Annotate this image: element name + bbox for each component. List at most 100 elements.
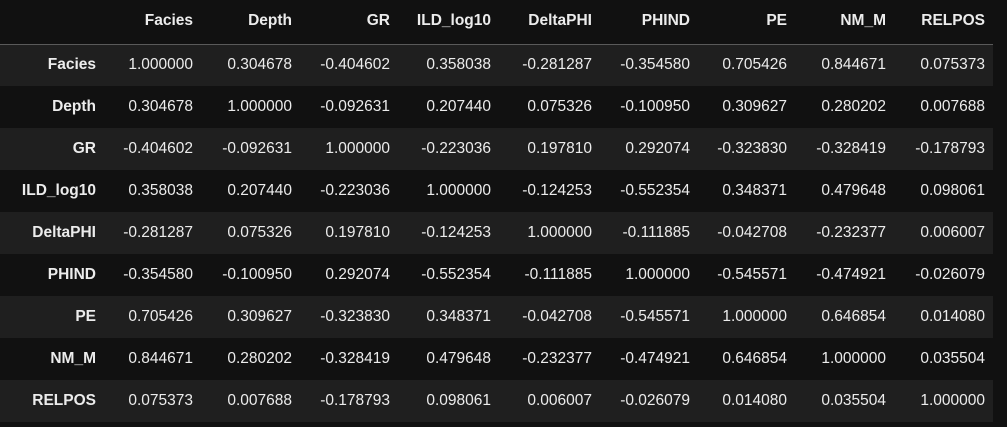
table-cell: -0.354580 (620, 56, 690, 74)
column-header: Facies (104, 0, 201, 45)
table-cell: -0.100950 (222, 266, 292, 283)
table-cell: -0.281287 (522, 56, 592, 74)
table-cell: 0.646854 (722, 350, 787, 367)
table-cell: 0.479648 (821, 182, 886, 199)
table-cell: -0.026079 (620, 392, 690, 409)
table-body: Facies 1.000000 0.304678 -0.404602 0.358038 -… (0, 44, 993, 422)
table-cell: 0.479648 (426, 350, 491, 367)
table-cell: -0.545571 (620, 308, 690, 325)
table-row: GR -0.404602 -0.092631 1.000000 -0.223036 0.1… (0, 128, 993, 170)
column-header: DeltaPHI (499, 0, 600, 45)
table-row: PE 0.705426 0.309627 -0.323830 0.348371 -0.04… (0, 296, 993, 338)
column-header: ILD_log10 (398, 0, 499, 45)
table-cell: -0.552354 (620, 182, 690, 199)
table-cell: 1.000000 (128, 56, 193, 74)
table-cell: 0.358038 (128, 182, 193, 199)
table-cell: 0.292074 (325, 266, 390, 283)
table-cell: -0.178793 (915, 140, 985, 157)
column-header: NM_M (795, 0, 894, 45)
table-cell: -0.111885 (524, 266, 592, 283)
table-cell: -0.281287 (123, 224, 193, 241)
table-cell: -0.474921 (816, 266, 886, 283)
row-header: NM_M (50, 350, 96, 367)
table-cell: 1.000000 (920, 392, 985, 409)
table-cell: 0.844671 (821, 56, 886, 74)
row-header: ILD_log10 (21, 182, 96, 199)
table-cell: 0.304678 (128, 98, 193, 115)
table-cell: -0.092631 (320, 98, 390, 115)
table-cell: -0.223036 (320, 182, 390, 199)
table-cell: 0.006007 (920, 224, 985, 241)
table-cell: 1.000000 (325, 140, 390, 157)
table-cell: 0.007688 (920, 98, 985, 115)
column-header: Depth (201, 0, 300, 45)
row-header: RELPOS (32, 392, 96, 409)
table-cell: 0.309627 (722, 98, 787, 115)
table-cell: 0.197810 (325, 224, 390, 241)
column-header: PE (698, 0, 795, 45)
table-cell: -0.232377 (816, 224, 886, 241)
table-cell: -0.404602 (320, 56, 390, 74)
table-row: RELPOS 0.075373 0.007688 -0.178793 0.098061 0… (0, 380, 993, 422)
table-cell: 0.348371 (722, 182, 787, 199)
table-cell: -0.328419 (816, 140, 886, 157)
table-cell: 0.075326 (527, 98, 592, 115)
table-cell: 1.000000 (227, 98, 292, 115)
table-cell: 0.098061 (920, 182, 985, 199)
table-cell: 0.014080 (722, 392, 787, 409)
table-cell: 0.075326 (227, 224, 292, 241)
table-cell: -0.323830 (320, 308, 390, 325)
table-cell: 0.348371 (426, 308, 491, 325)
index-header (0, 0, 104, 45)
table-cell: 0.844671 (128, 350, 193, 367)
table-cell: 0.014080 (920, 308, 985, 325)
table-cell: -0.026079 (915, 266, 985, 283)
table-cell: 0.280202 (821, 98, 886, 115)
table-cell: -0.100950 (620, 98, 690, 115)
table-row: PHIND -0.354580 -0.100950 0.292074 -0.552354… (0, 254, 993, 296)
table-cell: -0.232377 (522, 350, 592, 367)
table-cell: -0.042708 (522, 308, 592, 325)
table-cell: 0.035504 (821, 392, 886, 409)
table-cell: 0.646854 (821, 308, 886, 325)
table-cell: 1.000000 (722, 308, 787, 325)
table-cell: -0.092631 (222, 140, 292, 157)
table-row: Facies 1.000000 0.304678 -0.404602 0.358038 -… (0, 44, 993, 86)
table-cell: 0.035504 (920, 350, 985, 367)
row-header: GR (72, 140, 96, 157)
table-cell: 1.000000 (527, 224, 592, 241)
table-cell: -0.404602 (123, 140, 193, 157)
table-cell: -0.328419 (320, 350, 390, 367)
table-cell: 0.304678 (227, 56, 292, 74)
table-cell: 0.705426 (722, 56, 787, 74)
row-header: DeltaPHI (32, 224, 96, 241)
table-cell: -0.552354 (421, 266, 491, 283)
row-header: Facies (47, 56, 96, 74)
table-cell: 0.292074 (625, 140, 690, 157)
table-cell: 0.007688 (227, 392, 292, 409)
table-cell: 0.075373 (128, 392, 193, 409)
table-cell: 0.705426 (128, 308, 193, 325)
table-cell: 0.197810 (527, 140, 592, 157)
table-cell: 1.000000 (625, 266, 690, 283)
table-cell: -0.042708 (717, 224, 787, 241)
table-cell: -0.354580 (123, 266, 193, 283)
row-header: PE (75, 308, 96, 325)
table-cell: 0.309627 (227, 308, 292, 325)
table-cell: 0.075373 (920, 56, 985, 74)
correlation-table: Facies Depth GR ILD_log10 DeltaPHI PHIND… (0, 0, 993, 422)
table-cell: -0.111885 (622, 224, 690, 241)
table-cell: -0.223036 (421, 140, 491, 157)
table-cell: -0.323830 (717, 140, 787, 157)
table-header: Facies Depth GR ILD_log10 DeltaPHI PHIND… (0, 0, 993, 45)
table-row: NM_M 0.844671 0.280202 -0.328419 0.479648 -0.… (0, 338, 993, 380)
row-header: Depth (52, 98, 96, 115)
table-cell: -0.474921 (620, 350, 690, 367)
table-row: DeltaPHI -0.281287 0.075326 0.197810 -0.1242… (0, 212, 993, 254)
table-cell: 1.000000 (821, 350, 886, 367)
table-cell: 0.207440 (227, 182, 292, 199)
table-cell: 0.280202 (227, 350, 292, 367)
table-row: ILD_log10 0.358038 0.207440 -0.223036 1.0000… (0, 170, 993, 212)
table-cell: -0.178793 (320, 392, 390, 409)
